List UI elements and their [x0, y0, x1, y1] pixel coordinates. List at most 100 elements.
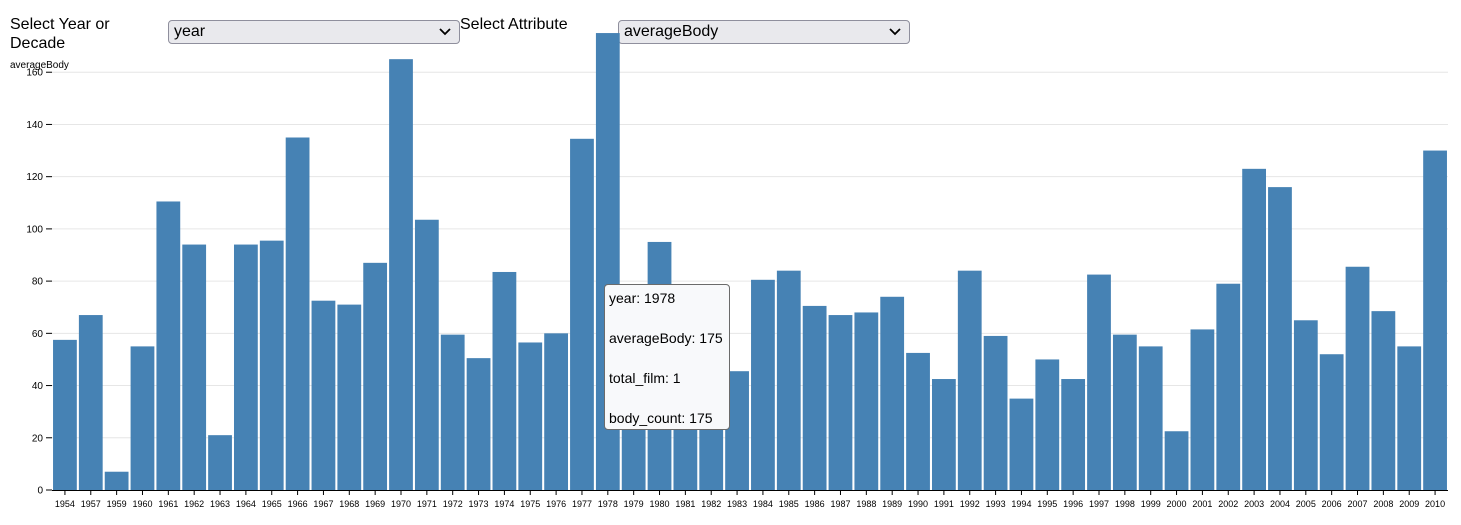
bar — [1423, 150, 1447, 491]
x-tick-label: 1960 — [132, 499, 152, 509]
bar — [1112, 334, 1137, 490]
bar — [440, 334, 465, 490]
x-tick-label: 1976 — [546, 499, 566, 509]
y-tick-label: 140 — [26, 120, 43, 131]
attribute-select-label: Select Attribute — [460, 16, 568, 33]
bar — [311, 300, 336, 490]
bar — [104, 471, 129, 490]
x-tick-label: 1974 — [494, 499, 514, 509]
group-select-value: year — [174, 23, 206, 40]
x-tick-label: 1988 — [856, 499, 876, 509]
x-tick-label: 2004 — [1270, 499, 1290, 509]
bar — [1138, 346, 1163, 490]
bar — [1190, 329, 1215, 490]
bar — [1268, 187, 1292, 490]
y-tick-label: 80 — [32, 277, 44, 288]
x-tick-label: 1981 — [675, 499, 695, 509]
x-tick-label: 1965 — [262, 499, 282, 509]
attribute-select-value: averageBody — [624, 23, 719, 40]
tooltip-total-film: total_film: 1 — [609, 370, 681, 386]
x-tick-label: 1954 — [55, 499, 75, 509]
bar — [802, 305, 827, 490]
bar — [570, 138, 594, 491]
bar — [1164, 431, 1189, 490]
x-tick-label: 2010 — [1425, 499, 1445, 509]
bar — [1345, 266, 1370, 490]
y-axis-label: averageBody — [10, 60, 69, 71]
bar — [1397, 346, 1422, 490]
y-tick-label: 40 — [32, 381, 44, 392]
x-tick-label: 1959 — [107, 499, 127, 509]
bar — [363, 262, 388, 490]
x-tick-label: 1994 — [1011, 499, 1031, 509]
bar — [1087, 274, 1111, 490]
x-tick-label: 1970 — [391, 499, 411, 509]
bar — [233, 244, 258, 490]
x-tick-label: 1996 — [1063, 499, 1083, 509]
bar — [544, 333, 569, 490]
tooltip-body-count: body_count: 175 — [609, 410, 713, 426]
x-tick-label: 1975 — [520, 499, 540, 509]
group-select[interactable]: year — [168, 20, 460, 44]
bar — [259, 240, 284, 490]
bar — [1035, 359, 1060, 490]
y-tick-label: 160 — [26, 68, 43, 79]
x-tick-label: 1963 — [210, 499, 230, 509]
bar — [130, 346, 155, 490]
y-tick-label: 60 — [32, 329, 44, 340]
bar — [466, 358, 491, 490]
bar — [1319, 354, 1344, 490]
x-tick-label: 1998 — [1115, 499, 1135, 509]
bar — [931, 379, 956, 490]
y-tick-label: 0 — [37, 486, 43, 497]
y-tick-label: 100 — [26, 224, 43, 235]
x-tick-label: 1982 — [701, 499, 721, 509]
x-tick-label: 1971 — [417, 499, 437, 509]
bar — [389, 59, 413, 491]
chevron-down-icon — [889, 28, 901, 36]
bar — [880, 296, 905, 490]
x-tick-label: 1966 — [288, 499, 308, 509]
bar — [156, 201, 181, 490]
x-tick-label: 1991 — [934, 499, 954, 509]
x-tick-label: 1961 — [158, 499, 178, 509]
bar — [725, 371, 749, 490]
x-tick-label: 1972 — [443, 499, 463, 509]
x-tick-label: 1969 — [365, 499, 385, 509]
bar — [337, 304, 362, 490]
x-tick-label: 2007 — [1348, 499, 1368, 509]
x-tick-label: 1983 — [727, 499, 747, 509]
x-tick-label: 1985 — [779, 499, 799, 509]
bar — [1009, 398, 1034, 490]
x-tick-label: 2005 — [1296, 499, 1316, 509]
bar — [776, 270, 801, 490]
bar — [957, 270, 982, 490]
bar — [699, 416, 724, 490]
x-tick-label: 1964 — [236, 499, 256, 509]
tooltip-average-body: averageBody: 175 — [609, 330, 723, 346]
x-tick-label: 1962 — [184, 499, 204, 509]
bar — [414, 219, 439, 490]
x-tick-label: 2006 — [1322, 499, 1342, 509]
bar — [53, 339, 77, 490]
x-tick-label: 1977 — [572, 499, 592, 509]
x-tick-label: 2002 — [1218, 499, 1238, 509]
bar — [492, 271, 517, 490]
x-tick-label: 1997 — [1089, 499, 1109, 509]
x-tick-label: 2008 — [1373, 499, 1393, 509]
tooltip-year: year: 1978 — [609, 290, 676, 306]
x-tick-label: 1978 — [598, 499, 618, 509]
bar — [621, 427, 646, 490]
chevron-down-icon — [439, 28, 451, 36]
x-tick-label: 1980 — [650, 499, 670, 509]
x-tick-label: 1993 — [986, 499, 1006, 509]
y-tick-label: 120 — [26, 172, 43, 183]
bar — [182, 244, 207, 490]
bar — [1216, 283, 1241, 490]
x-tick-label: 1999 — [1141, 499, 1161, 509]
bar — [983, 335, 1008, 490]
attribute-select[interactable]: averageBody — [618, 20, 910, 44]
bar-tooltip: year: 1978 averageBody: 175 total_film: … — [604, 284, 730, 430]
x-tick-label: 1979 — [624, 499, 644, 509]
bar — [1242, 168, 1267, 491]
